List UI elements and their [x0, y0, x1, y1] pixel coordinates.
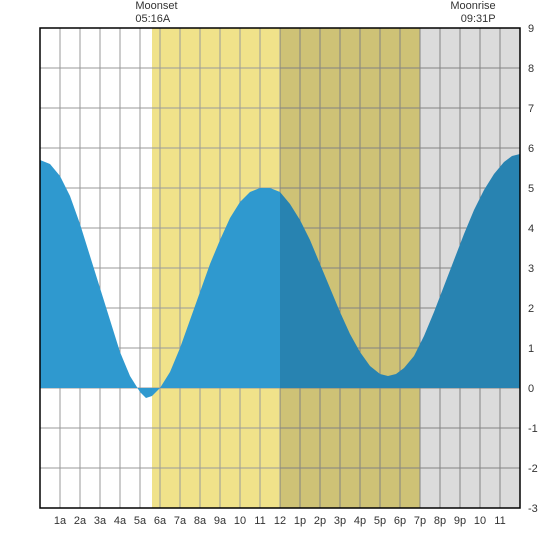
svg-text:8a: 8a [194, 515, 207, 527]
svg-text:11: 11 [254, 515, 265, 527]
svg-text:4a: 4a [114, 515, 127, 527]
svg-text:4: 4 [528, 223, 534, 235]
svg-text:8: 8 [528, 63, 534, 75]
svg-text:5: 5 [528, 183, 534, 195]
svg-text:11: 11 [494, 515, 505, 527]
svg-text:0: 0 [528, 383, 534, 395]
chart-svg: -3-2-101234567891a2a3a4a5a6a7a8a9a101112… [0, 0, 550, 550]
moonrise-title: Moonrise [450, 0, 495, 13]
moonset-time: 05:16A [135, 13, 177, 26]
svg-text:-1: -1 [528, 423, 538, 435]
svg-text:2: 2 [528, 303, 534, 315]
tide-chart: -3-2-101234567891a2a3a4a5a6a7a8a9a101112… [0, 0, 550, 550]
svg-text:6a: 6a [154, 515, 167, 527]
svg-text:7p: 7p [414, 515, 426, 527]
svg-text:10: 10 [234, 515, 246, 527]
svg-text:3p: 3p [334, 515, 346, 527]
svg-text:1p: 1p [294, 515, 306, 527]
svg-text:9: 9 [528, 23, 534, 35]
moonrise-annotation: Moonrise 09:31P [450, 0, 495, 26]
moonset-annotation: Moonset 05:16A [135, 0, 177, 26]
svg-text:9a: 9a [214, 515, 227, 527]
svg-text:7: 7 [528, 103, 534, 115]
svg-text:7a: 7a [174, 515, 187, 527]
moonset-title: Moonset [135, 0, 177, 13]
svg-text:5p: 5p [374, 515, 386, 527]
svg-text:3a: 3a [94, 515, 107, 527]
svg-text:2a: 2a [74, 515, 87, 527]
svg-text:-2: -2 [528, 463, 538, 475]
svg-text:10: 10 [474, 515, 486, 527]
svg-text:6: 6 [528, 143, 534, 155]
svg-text:4p: 4p [354, 515, 366, 527]
moonrise-time: 09:31P [450, 13, 495, 26]
svg-text:1a: 1a [54, 515, 67, 527]
svg-text:12: 12 [274, 515, 286, 527]
svg-text:5a: 5a [134, 515, 147, 527]
svg-text:6p: 6p [394, 515, 406, 527]
svg-text:1: 1 [528, 343, 534, 355]
svg-text:8p: 8p [434, 515, 446, 527]
svg-text:2p: 2p [314, 515, 326, 527]
svg-text:-3: -3 [528, 503, 538, 515]
svg-text:9p: 9p [454, 515, 466, 527]
svg-text:3: 3 [528, 263, 534, 275]
